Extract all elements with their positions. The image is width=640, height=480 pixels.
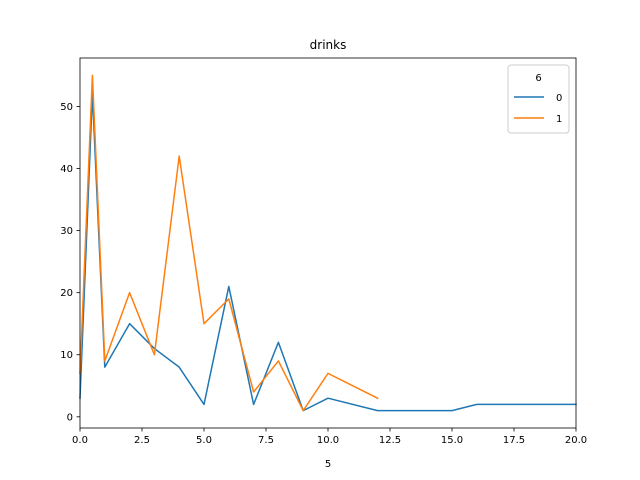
x-tick-label: 2.5 <box>134 435 150 446</box>
y-tick-label: 30 <box>60 226 73 237</box>
x-tick-label: 5.0 <box>196 435 212 446</box>
plot-area <box>79 74 577 412</box>
x-tick-label: 0.0 <box>72 435 88 446</box>
x-tick-label: 20.0 <box>565 435 587 446</box>
legend-title: 6 <box>535 73 541 84</box>
legend-label-0: 0 <box>556 93 562 104</box>
x-tick-label: 17.5 <box>503 435 525 446</box>
series-line-0 <box>79 93 577 412</box>
y-tick-label: 50 <box>60 102 73 113</box>
y-tick-label: 0 <box>67 412 73 423</box>
legend-box <box>507 64 570 134</box>
legend-label-1: 1 <box>556 114 562 125</box>
y-tick-label: 20 <box>60 288 73 299</box>
x-tick-label: 10.0 <box>317 435 339 446</box>
x-tick-label: 7.5 <box>258 435 274 446</box>
y-axis: 0 10 20 30 40 50 <box>60 102 80 423</box>
chart-title: drinks <box>310 38 347 52</box>
x-axis-title: 5 <box>325 459 331 470</box>
legend-entries: 01 <box>514 93 562 125</box>
legend: 6 01 <box>507 64 570 134</box>
x-tick-label: 15.0 <box>441 435 463 446</box>
y-tick-label: 10 <box>60 350 73 361</box>
y-tick-label: 40 <box>60 164 73 175</box>
x-axis: 0.0 2.5 5.0 7.5 10.0 12.5 15.0 17.5 20.0 <box>72 428 587 446</box>
series-line-1 <box>79 74 379 412</box>
x-tick-label: 12.5 <box>379 435 401 446</box>
